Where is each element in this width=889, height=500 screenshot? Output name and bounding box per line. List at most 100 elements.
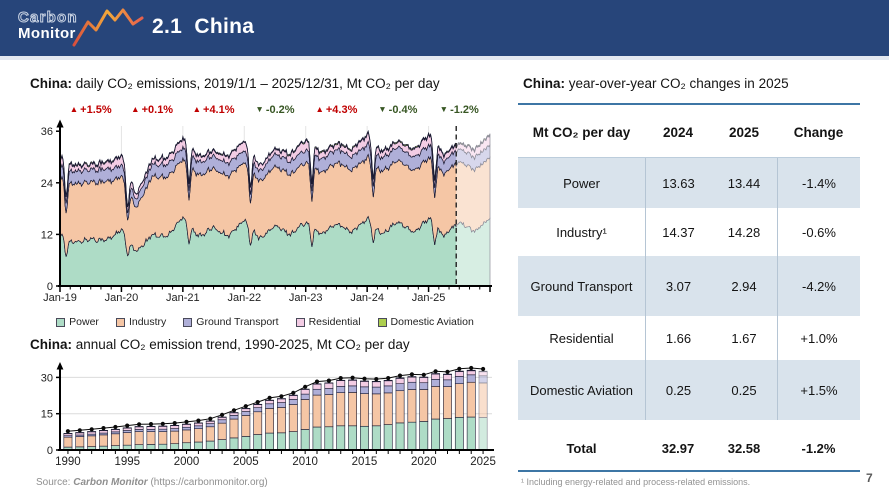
bar-1993 (99, 430, 108, 451)
x-tick-label: 1990 (55, 456, 81, 468)
yoy-annotations-row: ▲ +1.5% ▲ +0.1% ▲ +4.1% ▼ -0.2% ▲ +4.3% ▼ -0.4% ▼ -1.… (60, 104, 490, 116)
total-dot (184, 419, 189, 424)
value-2024: 14.37 (645, 208, 711, 256)
y-axis-arrow (56, 119, 64, 128)
x-tick-label: 1995 (114, 456, 140, 468)
legend-item-ground-transport: Ground Transport (183, 316, 279, 328)
x-tick-label: Jan-21 (166, 292, 200, 304)
x-tick-label: Jan-25 (412, 292, 446, 304)
bar-2022 (443, 373, 452, 451)
bar-1990 (63, 433, 73, 451)
total-dot (386, 376, 391, 381)
triangle-up-icon: ▲ (192, 104, 202, 114)
total-dot (362, 376, 367, 381)
triangle-down-icon: ▼ (439, 104, 449, 114)
yoy-annotation-label: -0.2% (265, 104, 295, 116)
bar-2015 (360, 380, 369, 451)
total-dot (172, 421, 177, 426)
total-dot (113, 424, 118, 430)
total-dot (89, 427, 94, 432)
table-title: China: year-over-year CO₂ changes in 202… (523, 76, 789, 91)
legend-label: Ground Transport (196, 316, 279, 328)
row-label: Industry¹ (556, 224, 607, 240)
value-2024: 0.25 (645, 360, 711, 420)
yoy-annotation-label: -0.4% (388, 104, 418, 116)
footnote: ¹ Including energy-related and process-r… (521, 477, 751, 487)
value-2024: 3.07 (645, 256, 711, 316)
slide-title: 2.1 China (152, 15, 255, 38)
total-dot (243, 404, 248, 409)
total-dot (481, 366, 486, 372)
row-label: Ground Transport (530, 278, 633, 294)
bar-2017 (383, 379, 393, 451)
triangle-up-icon: ▲ (131, 104, 140, 114)
daily-chart-title: China: daily CO₂ emissions, 2019/1/1 – 2… (30, 76, 440, 91)
bar-1992 (87, 431, 97, 451)
bar-2024 (466, 369, 476, 451)
total-dot (160, 421, 165, 426)
bar-2008 (277, 398, 286, 451)
bar-2011 (312, 383, 322, 451)
daily-chart-title-bold: China: (30, 76, 72, 91)
total-dot (220, 412, 225, 417)
table-header-metric: Mt CO₂ per day (532, 124, 631, 140)
forecast-fade-overlay (456, 124, 496, 286)
bar-1991 (75, 432, 85, 451)
bar-1996 (134, 426, 144, 451)
legend-item-industry: Industry (115, 316, 166, 328)
x-tick-label: 2005 (233, 456, 259, 468)
total-dot (101, 426, 106, 431)
y-tick-label: 30 (41, 372, 53, 384)
triangle-down-icon: ▼ (255, 104, 264, 114)
table-row-ground-transport: Ground Transport 3.07 2.94 -4.2% (518, 256, 860, 316)
yoy-annotation-2019: ▲ +1.5% (60, 104, 121, 116)
annual-chart-title-text: annual CO₂ emission trend, 1990-2025, Mt… (72, 337, 410, 352)
y-tick-label: 36 (41, 126, 53, 138)
value-2025: 0.25 (731, 382, 757, 398)
legend-swatch (56, 317, 66, 327)
total-dot (125, 423, 130, 428)
annual-emissions-bar-chart: 0 15 30 1990 1995 2000 2005 2010 2015 2020 2025 (41, 362, 496, 468)
annual-chart-title: China: annual CO₂ emission trend, 1990-2… (30, 337, 410, 352)
y-tick-label: 0 (47, 281, 53, 293)
x-tick-label: 2000 (174, 456, 200, 468)
legend-swatch (377, 317, 387, 327)
triangle-up-icon: ▲ (315, 104, 324, 114)
value-2024: 13.63 (645, 158, 711, 208)
total-dot (374, 377, 379, 382)
total-label: Total (566, 440, 597, 456)
bar-2023 (454, 370, 464, 451)
chart-legend: Power Industry Ground Transport Residential… (30, 316, 500, 328)
logo-carbon-text: Carbon (18, 9, 78, 26)
total-dot (267, 395, 272, 400)
row-label: Power (563, 175, 600, 191)
yoy-annotation-2020: ▲ +0.1% (121, 104, 182, 116)
yoy-annotation-2021: ▲ +4.1% (183, 104, 244, 116)
daily-chart-title-text: daily CO₂ emissions, 2019/1/1 – 2025/12/… (72, 76, 440, 91)
x-tick-label: 2020 (411, 456, 437, 468)
total-dot (469, 365, 474, 371)
yoy-annotation-label: +4.1% (203, 104, 235, 116)
total-dot (457, 366, 462, 371)
x-tick-label: Jan-19 (43, 292, 77, 304)
x-tick-label: Jan-20 (105, 292, 139, 304)
bar-2012 (324, 382, 334, 451)
yoy-annotation-2023: ▲ +4.3% (306, 104, 367, 116)
total-dot (433, 369, 438, 374)
total-dot (350, 375, 355, 380)
page-number: 7 (866, 471, 873, 485)
bar-1997 (146, 425, 156, 451)
bar-2025 (478, 370, 488, 451)
table-row-domestic-aviation: Domestic Aviation 0.25 0.25 +1.5% (518, 360, 860, 420)
table-row-residential: Residential 1.66 1.67 +1.0% (518, 316, 860, 360)
header-bar: Carbon Monitor 2.1 China (0, 0, 889, 60)
source-note: Source: Carbon Monitor (https://carbonmo… (36, 477, 268, 488)
y-tick-label: 12 (41, 229, 53, 241)
bar-1998 (158, 425, 168, 451)
mountain-line-icon (72, 8, 144, 47)
legend-swatch (183, 317, 193, 327)
bar-2010 (300, 388, 310, 451)
y-tick-label: 24 (41, 178, 53, 190)
yoy-annotation-2025: ▼ -1.2% (429, 104, 490, 116)
